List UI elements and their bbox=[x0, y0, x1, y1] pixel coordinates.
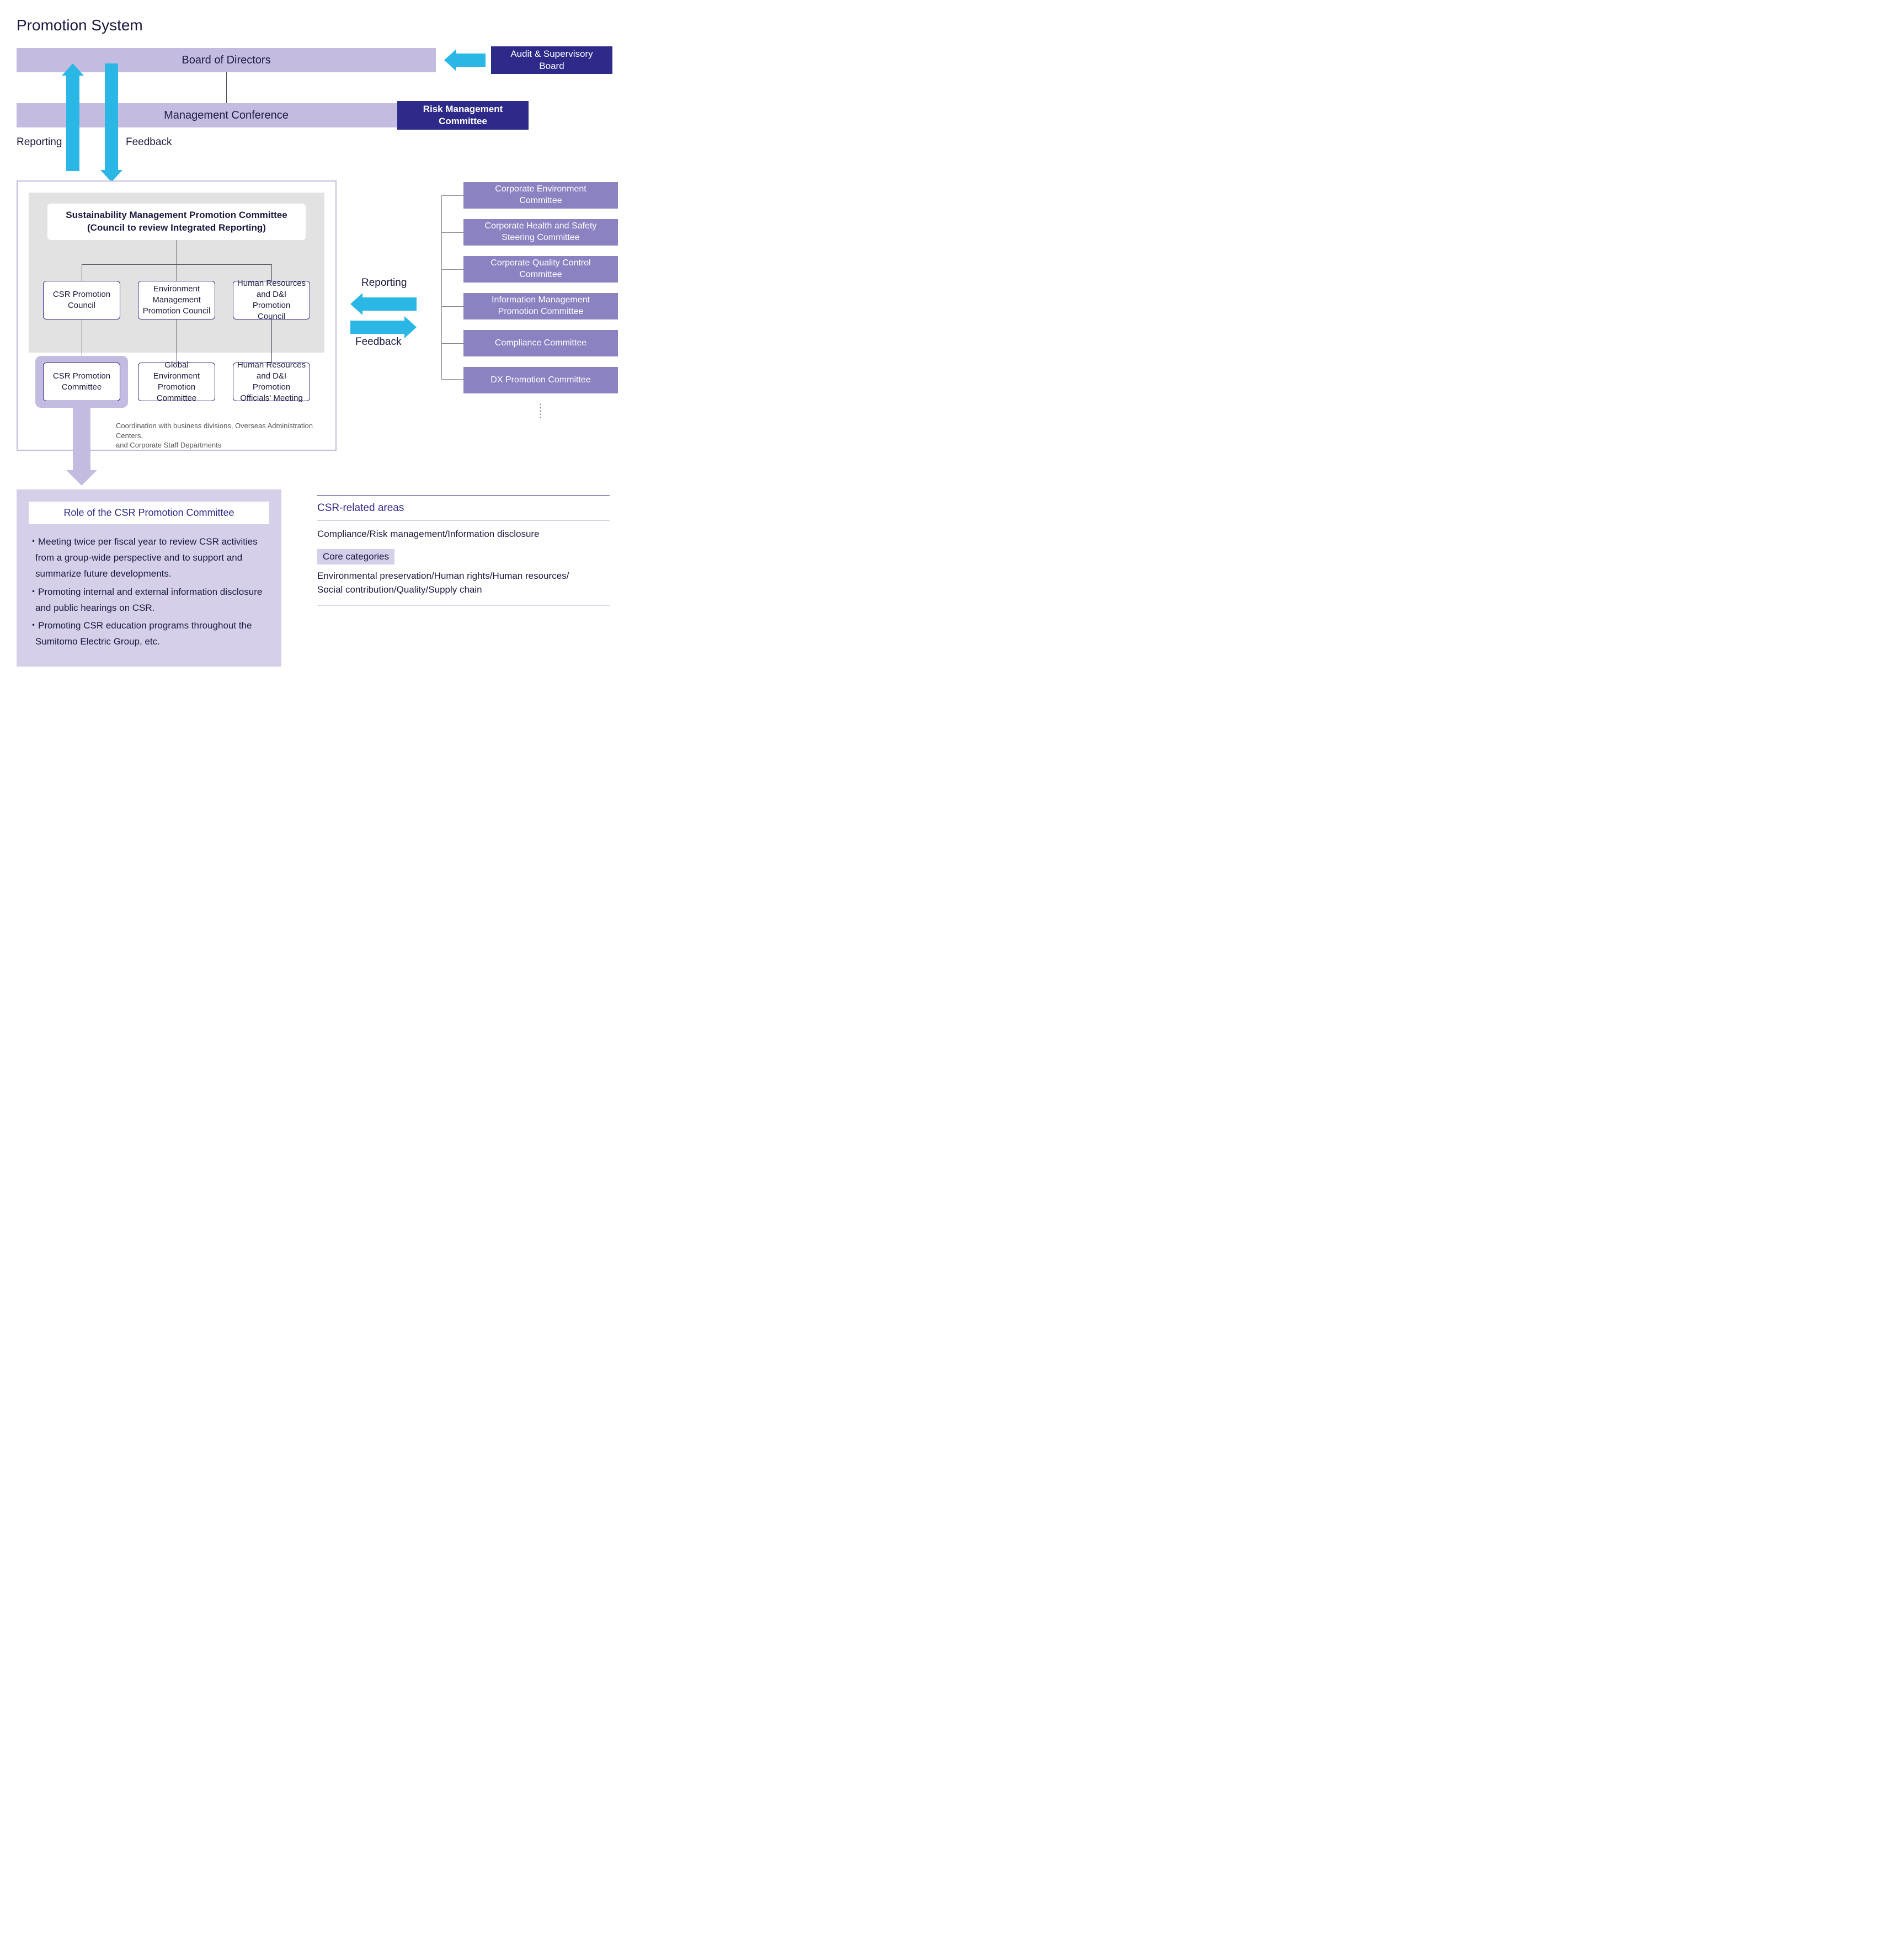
role-title: Role of the CSR Promotion Committee bbox=[29, 502, 269, 524]
rule-top bbox=[317, 495, 610, 496]
csr-promotion-committee: CSR Promotion Committee bbox=[43, 363, 120, 401]
areas-line2: Environmental preservation/Human rights/… bbox=[317, 569, 610, 597]
quality-control-committee: Corporate Quality Control Committee bbox=[463, 256, 618, 283]
role-bullet-list: Meeting twice per fiscal year to review … bbox=[29, 534, 269, 650]
core-categories-chip: Core categories bbox=[317, 549, 394, 564]
feedback-label-side: Feedback bbox=[355, 336, 401, 348]
t5 bbox=[441, 343, 463, 344]
compliance-committee: Compliance Committee bbox=[463, 330, 618, 356]
reporting-up-arrow bbox=[66, 74, 79, 171]
health-safety-committee: Corporate Health and Safety Steering Com… bbox=[463, 219, 618, 246]
audit-supervisory-box: Audit & Supervisory Board bbox=[491, 46, 612, 74]
tree-trunk bbox=[441, 195, 442, 379]
t2 bbox=[441, 232, 463, 233]
t1 bbox=[441, 195, 463, 196]
diagram-canvas: Board of Directors Audit & Supervisory B… bbox=[17, 48, 623, 677]
coordination-note: Coordination with business divisions, Ov… bbox=[116, 421, 326, 450]
environment-council: Environment Management Promotion Council bbox=[138, 281, 215, 319]
csr-promotion-council: CSR Promotion Council bbox=[43, 281, 120, 319]
feedback-right-arrow bbox=[350, 321, 406, 334]
c3-down bbox=[271, 319, 272, 363]
feedback-down-arrow bbox=[105, 63, 118, 171]
management-conference-bar: Management Conference bbox=[17, 103, 436, 127]
role-bullet-3: Promoting CSR education programs through… bbox=[29, 618, 269, 650]
sustainability-committee-box: Sustainability Management Promotion Comm… bbox=[47, 204, 306, 240]
feedback-label-top: Feedback bbox=[126, 136, 172, 148]
hr-di-officials: Human Resources and D&I Promotion Offici… bbox=[233, 363, 310, 401]
csr-areas-section: CSR-related areas Compliance/Risk manage… bbox=[317, 495, 610, 605]
ellipsis-dots: ····· bbox=[538, 402, 542, 419]
mgmt-label: Management Conference bbox=[164, 109, 289, 122]
audit-to-board-arrow bbox=[455, 54, 486, 67]
board-to-mgmt-connector bbox=[226, 72, 227, 103]
t6 bbox=[441, 379, 463, 380]
dx-promotion-committee: DX Promotion Committee bbox=[463, 367, 618, 393]
reporting-label-side: Reporting bbox=[361, 277, 407, 289]
role-panel: Role of the CSR Promotion Committee Meet… bbox=[17, 489, 281, 667]
areas-heading: CSR-related areas bbox=[317, 502, 610, 514]
global-env-committee: Global Environment Promotion Committee bbox=[138, 363, 215, 401]
t3 bbox=[441, 269, 463, 270]
role-bullet-1: Meeting twice per fiscal year to review … bbox=[29, 534, 269, 582]
areas-line1: Compliance/Risk management/Information d… bbox=[317, 527, 610, 541]
board-label: Board of Directors bbox=[182, 54, 270, 67]
risk-management-box: Risk Management Committee bbox=[397, 101, 529, 130]
page-title: Promotion System bbox=[17, 17, 1887, 34]
info-mgmt-committee: Information Management Promotion Committ… bbox=[463, 293, 618, 319]
role-bullet-2: Promoting internal and external informat… bbox=[29, 584, 269, 616]
hr-di-council: Human Resources and D&I Promotion Counci… bbox=[233, 281, 310, 319]
csr-to-role-arrow bbox=[73, 408, 90, 471]
reporting-label-top: Reporting bbox=[17, 136, 62, 148]
t4 bbox=[441, 306, 463, 307]
reporting-left-arrow bbox=[361, 297, 417, 311]
corp-env-committee: Corporate Environment Committee bbox=[463, 182, 618, 209]
